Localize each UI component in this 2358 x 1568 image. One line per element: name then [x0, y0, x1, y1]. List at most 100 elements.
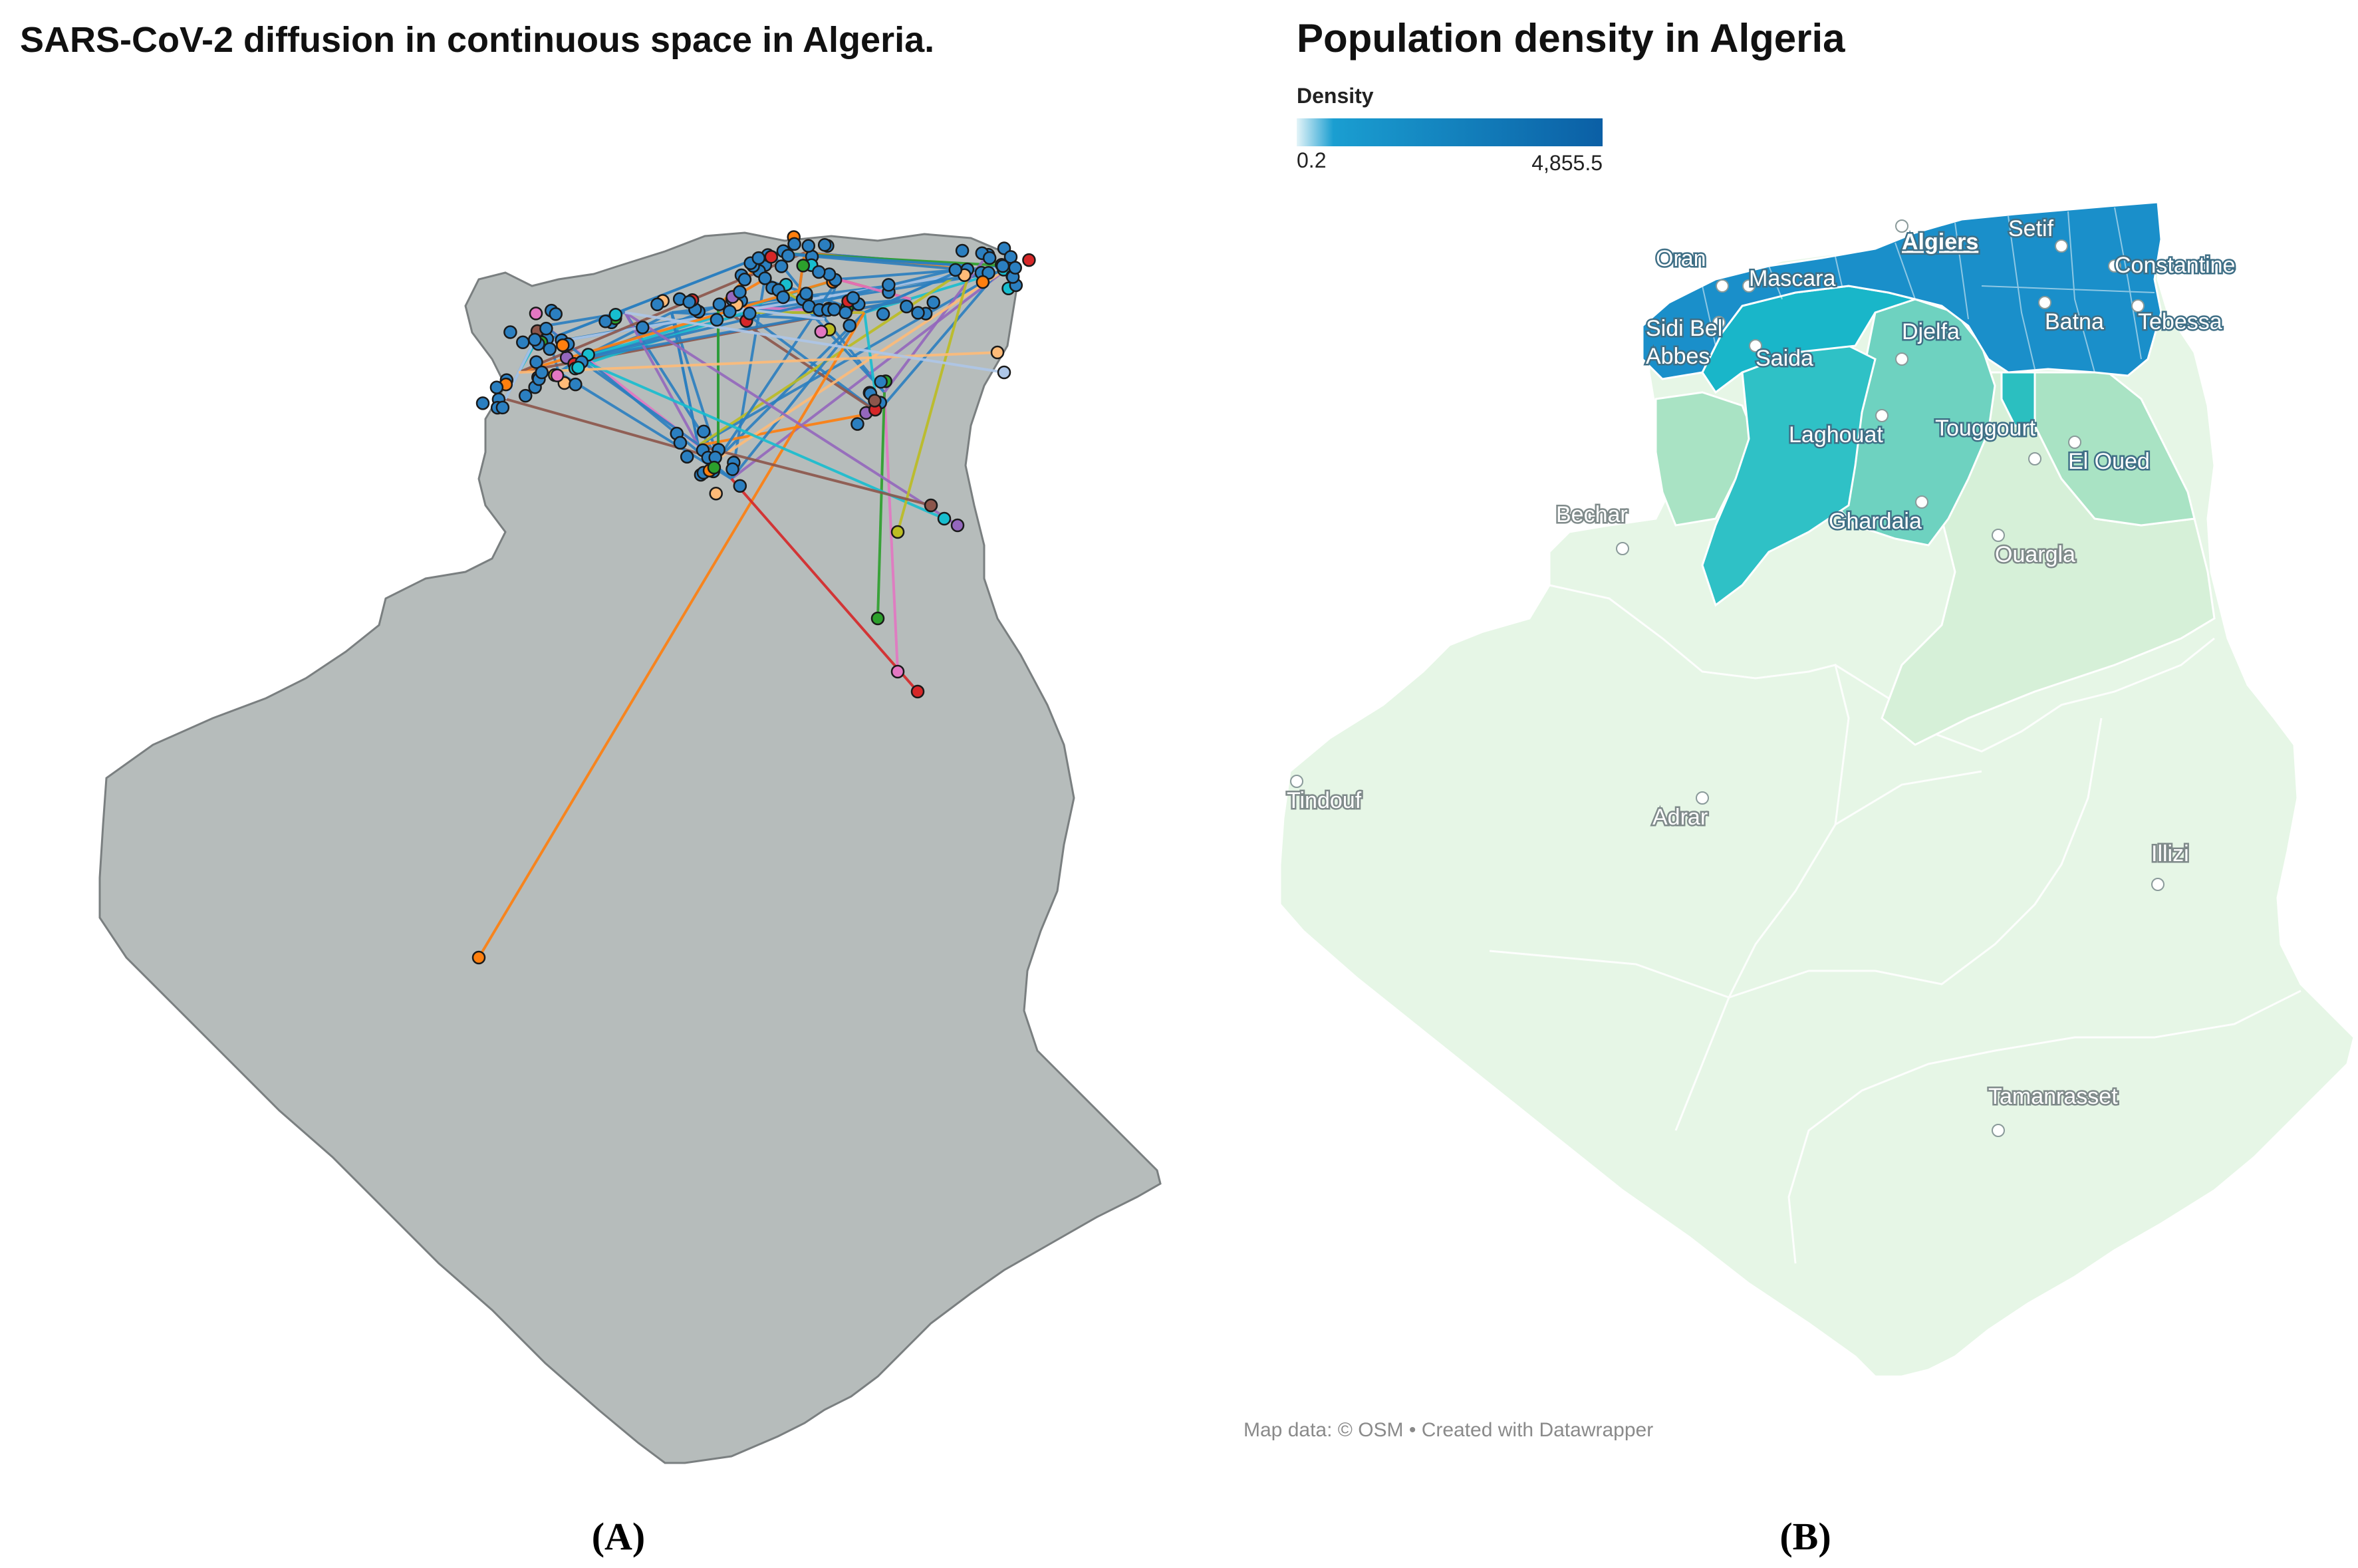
legend-gradient-bar	[1297, 118, 1603, 146]
region-naama	[1654, 391, 1757, 527]
sample-node	[948, 263, 963, 277]
panel-a-title: SARS-CoV-2 diffusion in continuous space…	[20, 20, 934, 60]
sample-node	[550, 368, 565, 382]
sample-node	[997, 365, 1011, 380]
city-label: Tebessa	[2138, 309, 2222, 334]
sample-node	[814, 325, 829, 339]
sample-node	[827, 303, 841, 317]
sample-node	[516, 335, 530, 350]
sample-node	[758, 271, 772, 285]
city-label: Constantine	[2115, 253, 2235, 278]
sample-node	[673, 436, 688, 450]
sample-node	[900, 299, 914, 314]
transmission-link	[698, 265, 1011, 447]
sample-node	[870, 611, 885, 626]
city-label: Adrar	[1652, 805, 1708, 830]
sample-node	[682, 295, 696, 309]
transmission-link	[876, 392, 886, 619]
panel-b-title: Population density in Algeria	[1297, 16, 1845, 61]
panel-a-label: (A)	[592, 1515, 646, 1558]
panel-b-label: (B)	[1779, 1515, 1831, 1558]
sample-node	[529, 307, 543, 321]
city-label: Tamanrasset	[1988, 1084, 2118, 1109]
city-label: El Oued	[2068, 449, 2150, 474]
sample-node	[868, 394, 882, 408]
el-oued-marker	[2068, 436, 2081, 449]
city-label: Ghardaia	[1829, 509, 1922, 534]
transmission-link	[697, 265, 972, 447]
sample-node	[982, 251, 997, 265]
map-credit: Map data: © OSM • Created with Datawrapp…	[1244, 1419, 1653, 1441]
sample-node	[475, 396, 490, 410]
sample-node	[528, 332, 542, 347]
sample-node	[549, 307, 563, 321]
sample-node	[733, 285, 747, 299]
sample-node	[976, 275, 990, 289]
transmission-link	[624, 311, 959, 527]
sample-node	[471, 950, 486, 965]
setif-marker	[2055, 239, 2068, 253]
sample-node	[543, 342, 557, 356]
transmission-link	[518, 351, 998, 374]
sample-node	[799, 287, 813, 301]
transmission-link	[730, 311, 866, 480]
tamanrasset-marker	[1992, 1124, 2005, 1137]
sample-node	[911, 306, 925, 320]
sample-node	[608, 307, 623, 322]
transmission-link	[624, 311, 1005, 374]
sample-node	[556, 338, 570, 352]
sample-node	[926, 295, 940, 310]
sample-node	[846, 291, 860, 305]
transmission-link	[743, 311, 879, 414]
sample-node	[839, 305, 852, 320]
region-el-oued	[2033, 371, 2196, 527]
sample-node	[712, 297, 727, 311]
transmission-link	[730, 477, 919, 693]
illizi-marker	[2151, 878, 2164, 891]
sample-node	[751, 251, 766, 265]
city-label: Algiers	[1902, 229, 1978, 255]
legend-max-label: 4,855.5	[1531, 151, 1603, 175]
tindouf-marker	[1290, 775, 1303, 788]
city-label: Saida	[1756, 346, 1813, 371]
city-label: Mascara	[1749, 266, 1835, 291]
city-label: Illizi	[2151, 841, 2189, 866]
sample-node	[950, 518, 965, 533]
sample-node	[1022, 253, 1036, 267]
city-label: Djelfa	[1902, 319, 1960, 344]
transmission-link	[837, 278, 912, 301]
panel-b: Population density in Algeria Density 0.…	[1244, 16, 2355, 1558]
algiers-marker	[1895, 219, 1908, 233]
city-label: Oran	[1656, 246, 1706, 271]
sample-node	[843, 319, 856, 332]
sample-node	[733, 479, 747, 493]
sample-node	[776, 290, 790, 305]
laghouat-marker	[1875, 409, 1889, 422]
sample-node	[990, 345, 1005, 360]
saida-marker	[1749, 339, 1762, 352]
transmission-link	[670, 312, 720, 459]
sample-node	[518, 388, 533, 403]
transmission-link	[577, 358, 720, 460]
sample-node	[709, 486, 723, 501]
region-north-coast	[1641, 201, 2162, 380]
sample-node	[874, 374, 888, 389]
sample-node	[495, 400, 510, 415]
sample-node	[743, 307, 757, 321]
sample-node	[710, 313, 724, 327]
sample-node	[924, 498, 938, 513]
sample-node	[696, 424, 711, 439]
sidi-bel-abbes-marker	[1712, 316, 1726, 329]
sample-node	[882, 278, 896, 292]
ghardaia-marker	[1915, 495, 1928, 509]
sample-node	[787, 237, 801, 251]
transmission-link	[531, 251, 772, 347]
sample-node	[529, 355, 543, 369]
sample-node	[1008, 261, 1023, 275]
transmission-link	[624, 312, 700, 446]
transmission-link	[744, 271, 998, 314]
sample-node	[955, 243, 970, 258]
legend-min-label: 0.2	[1297, 148, 1326, 172]
city-label: Bechar	[1556, 502, 1628, 527]
